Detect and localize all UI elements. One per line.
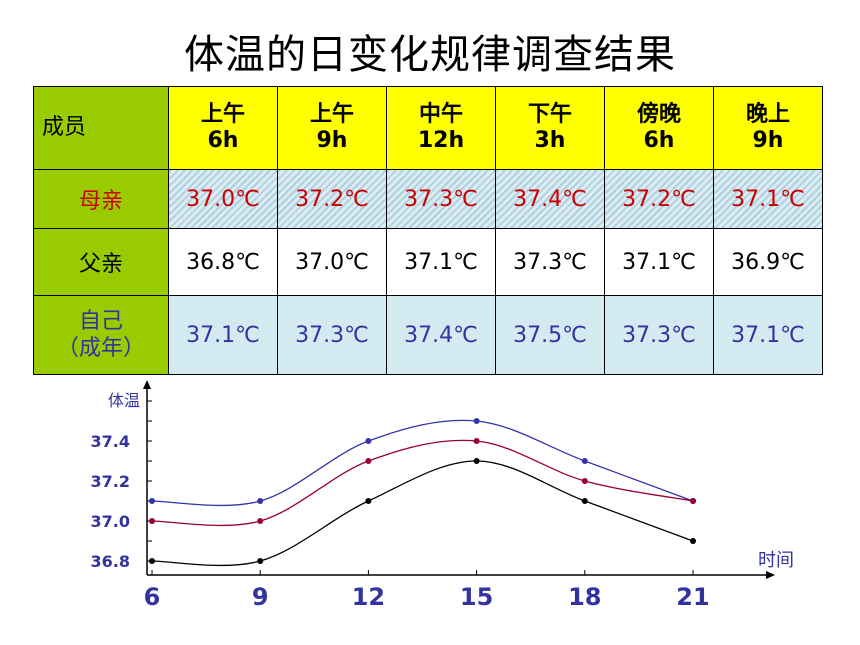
data-point-father (149, 558, 155, 564)
table-cell: 37.3℃ (277, 295, 387, 375)
data-point-self (365, 438, 372, 444)
column-header-line1: 上午 (309, 101, 354, 127)
y-axis-title: 体温 (108, 391, 140, 410)
x-tick-label: 21 (676, 583, 709, 611)
column-header: 上午 9h (277, 86, 387, 170)
data-point-self (257, 498, 264, 504)
x-tick-label: 15 (460, 583, 493, 611)
x-tick-label: 6 (144, 583, 161, 611)
row-name-father: 父亲 (33, 228, 169, 296)
column-header-line2: 6h (643, 128, 675, 153)
column-header-line1: 中午 (418, 101, 463, 127)
data-point-mother (257, 518, 264, 524)
data-point-father (581, 498, 588, 504)
column-header-line1: 傍晚 (636, 101, 681, 127)
table-row-mother: 母亲 37.0℃ 37.2℃ 37.3℃ 37.4℃ 37.2℃ 37.1℃ (33, 169, 823, 229)
column-header: 下午 3h (495, 86, 605, 170)
column-header: 上午 6h (168, 86, 278, 170)
table-cell: 36.8℃ (168, 228, 278, 296)
table-header-row: 成员 上午 6h 上午 9h 中午 12h 下午 3h 傍晚 6h 晚上 9h (33, 86, 823, 170)
column-header: 晚上 9h (713, 86, 823, 170)
x-tick-label: 9 (252, 583, 269, 611)
row-name-self-line2: （成年） (56, 336, 145, 361)
page-title: 体温的日变化规律调查结果 (184, 32, 676, 78)
table-cell: 37.1℃ (713, 295, 823, 375)
table-cell: 37.1℃ (604, 228, 714, 296)
table-cell: 37.1℃ (386, 228, 496, 296)
table-cell: 37.3℃ (386, 169, 496, 229)
corner-cell: 成员 (33, 86, 169, 170)
series-line-self (151, 419, 694, 507)
x-axis-arrow (766, 571, 775, 579)
table-cell: 37.4℃ (495, 169, 605, 229)
table-cell: 37.3℃ (495, 228, 605, 296)
data-point-father (257, 558, 264, 564)
column-header-line1: 下午 (527, 101, 572, 127)
y-tick-label: 37.0 (91, 512, 130, 531)
column-header: 中午 12h (386, 86, 496, 170)
data-point-mother (581, 478, 588, 484)
y-tick-label: 37.4 (91, 432, 130, 451)
table-row-father: 父亲 36.8℃ 37.0℃ 37.1℃ 37.3℃ 37.1℃ 36.9℃ (33, 228, 823, 296)
table-cell: 37.1℃ (168, 295, 278, 375)
column-header-line1: 晚上 (745, 101, 790, 127)
table-cell: 37.0℃ (168, 169, 278, 229)
results-table: 成员 上午 6h 上午 9h 中午 12h 下午 3h 傍晚 6h 晚上 9h 母亲 37.… (33, 86, 823, 375)
table-cell: 36.9℃ (713, 228, 823, 296)
column-header-line2: 12h (417, 128, 465, 153)
x-tick-label: 12 (352, 583, 385, 611)
y-tick-label: 36.8 (91, 552, 130, 571)
series-line-father (151, 460, 694, 567)
series-line-mother (151, 439, 694, 527)
x-axis-title: 时间 (758, 550, 794, 571)
x-tick-label: 18 (568, 583, 601, 611)
y-tick-label: 37.2 (91, 472, 130, 491)
table-cell: 37.5℃ (495, 295, 605, 375)
table-cell: 37.0℃ (277, 228, 387, 296)
table-cell: 37.4℃ (386, 295, 496, 375)
table-cell: 37.1℃ (713, 169, 823, 229)
column-header: 傍晚 6h (604, 86, 714, 170)
data-point-father (365, 498, 372, 504)
row-name-self-line1: 自己 (78, 308, 123, 334)
column-header-line2: 9h (316, 128, 348, 153)
data-point-self (581, 458, 588, 464)
table-cell: 37.2℃ (277, 169, 387, 229)
table-row-self: 自己 （成年） 37.1℃ 37.3℃ 37.4℃ 37.5℃ 37.3℃ 37.… (33, 295, 823, 375)
data-point-mother (473, 438, 480, 444)
data-point-self (473, 418, 480, 424)
row-name-self: 自己 （成年） (33, 295, 169, 375)
table-cell: 37.2℃ (604, 169, 714, 229)
data-point-mother (365, 458, 372, 464)
column-header-line2: 3h (534, 128, 566, 153)
data-point-father (473, 458, 480, 464)
column-header-line2: 9h (752, 128, 784, 153)
column-header-line1: 上午 (200, 101, 245, 127)
row-name-mother: 母亲 (33, 169, 169, 229)
data-point-mother (149, 518, 155, 524)
y-axis-arrow (143, 380, 151, 389)
data-point-father (690, 538, 696, 544)
data-point-mother (690, 498, 696, 504)
table-cell: 37.3℃ (604, 295, 714, 375)
column-header-line2: 6h (207, 128, 239, 153)
data-point-self (149, 498, 155, 504)
